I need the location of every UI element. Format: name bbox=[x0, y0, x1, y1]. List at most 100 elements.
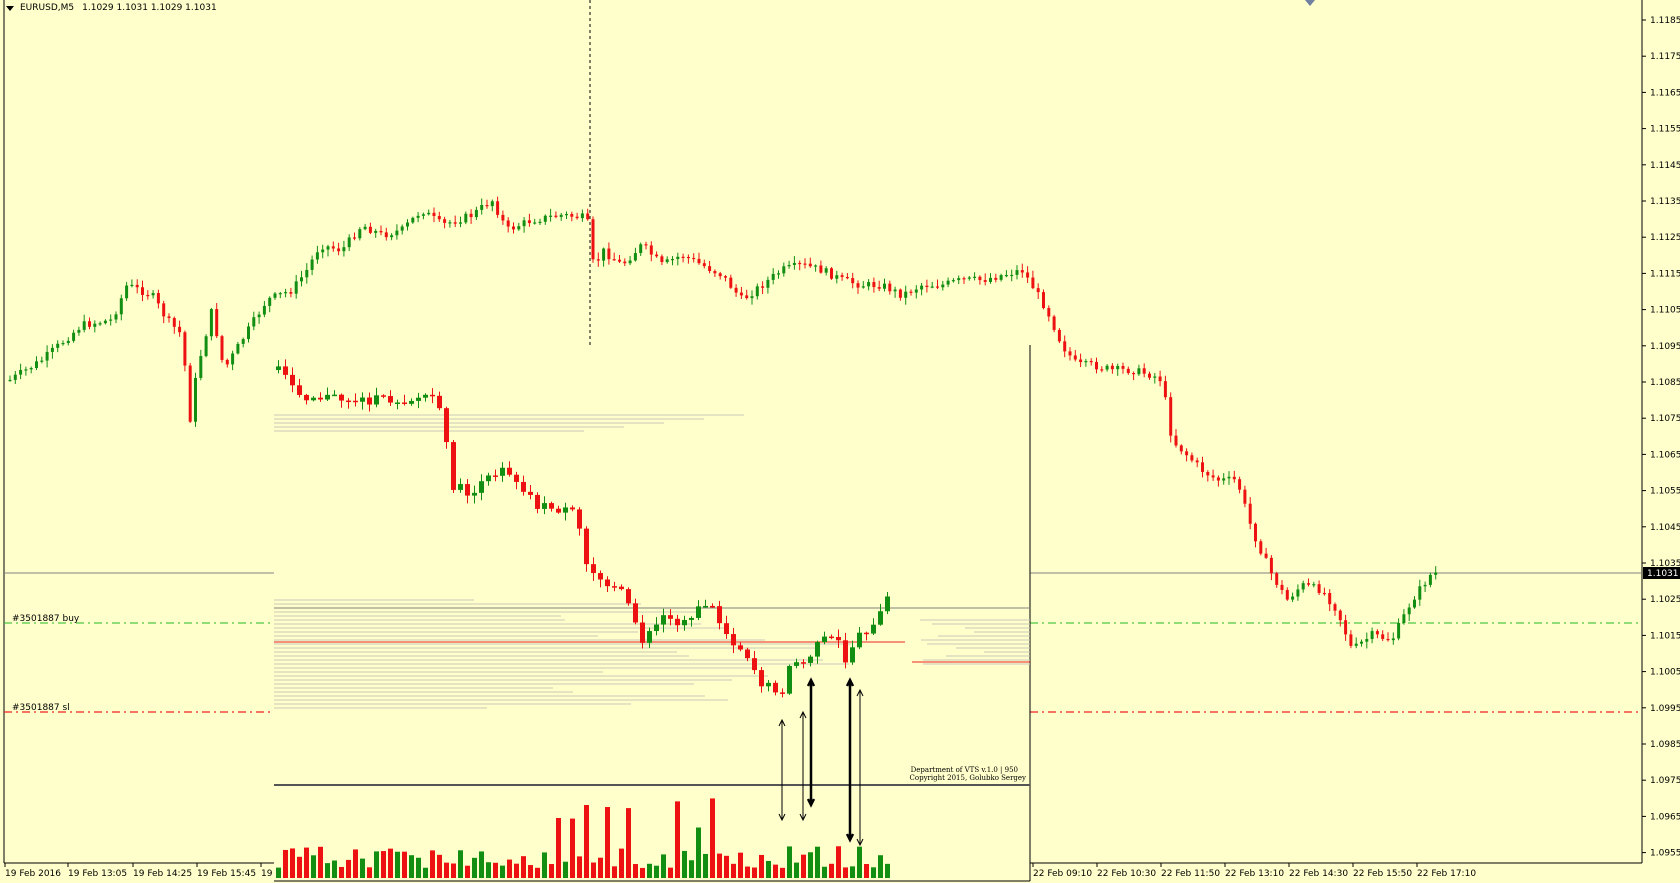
candle-body bbox=[437, 216, 441, 220]
time-tick-label: 19 bbox=[261, 869, 273, 879]
candle-body bbox=[45, 351, 49, 361]
candle-body bbox=[1222, 478, 1226, 481]
volume-bar bbox=[297, 856, 302, 878]
price-axis: 1.1185 1.1175 1.1165 1.1155 1.1145 1.1135 1.11… bbox=[1642, 16, 1680, 859]
inset-candle-body bbox=[472, 492, 477, 496]
candle-body bbox=[485, 204, 489, 207]
volume-profile-bars bbox=[274, 414, 1030, 709]
inset-candle-body bbox=[864, 632, 869, 635]
candle-body bbox=[1105, 365, 1109, 370]
inset-candle-body bbox=[696, 606, 701, 618]
candle-body bbox=[315, 252, 319, 260]
candle-body bbox=[973, 276, 977, 278]
volume-bar bbox=[549, 864, 554, 878]
candle-body bbox=[427, 212, 431, 215]
candle-body bbox=[883, 283, 886, 289]
candle-body bbox=[29, 368, 33, 370]
candle-body bbox=[8, 379, 12, 382]
candle-body bbox=[1153, 376, 1157, 378]
credit-line-2: Copyright 2015, Golubko Sergey bbox=[910, 774, 1027, 782]
inset-candle-body bbox=[850, 647, 855, 663]
inset-candle-body bbox=[843, 640, 848, 663]
candle-body bbox=[496, 201, 500, 215]
arrow-head-down-icon bbox=[778, 813, 786, 822]
chart-title[interactable]: EURUSD,M5 1.1029 1.1031 1.1029 1.1031 bbox=[6, 3, 217, 13]
inset-candle-body bbox=[423, 394, 428, 398]
candle-body bbox=[342, 247, 346, 252]
candle-body bbox=[1148, 373, 1151, 378]
inset-candle-body bbox=[395, 402, 400, 404]
inset-candle-body bbox=[584, 528, 589, 565]
candle-body bbox=[459, 222, 462, 224]
candle-body bbox=[257, 314, 261, 318]
candle-body bbox=[570, 214, 574, 217]
inset-candle-body bbox=[829, 636, 834, 639]
candle-body bbox=[1254, 523, 1257, 542]
candle-body bbox=[1434, 572, 1438, 575]
candle-body bbox=[925, 285, 929, 288]
candle-body bbox=[1360, 641, 1363, 644]
candle-body bbox=[951, 280, 955, 282]
candle-body bbox=[1365, 639, 1369, 642]
volume-bar bbox=[437, 854, 442, 878]
stoploss-label: #3501887 sl bbox=[12, 703, 70, 713]
candle-body bbox=[77, 329, 81, 333]
candle-body bbox=[368, 226, 372, 233]
candle-body bbox=[559, 214, 563, 217]
volume-bar bbox=[815, 846, 820, 878]
candle-body bbox=[93, 323, 97, 327]
inset-candle-body bbox=[542, 503, 547, 509]
inset-candle-body bbox=[297, 385, 302, 395]
candle-body bbox=[702, 263, 706, 267]
inset-candle-body bbox=[731, 634, 736, 646]
candle-body bbox=[252, 317, 256, 327]
current-price-box bbox=[1643, 567, 1680, 579]
candle-body bbox=[156, 293, 160, 304]
volume-bar bbox=[696, 827, 701, 878]
volume-bar bbox=[675, 801, 680, 878]
candle-body bbox=[1211, 475, 1215, 478]
volume-bar bbox=[871, 867, 876, 878]
candle-body bbox=[1010, 274, 1014, 277]
candle-body bbox=[1116, 366, 1120, 370]
candle-body bbox=[580, 213, 584, 219]
candle-body bbox=[1047, 308, 1051, 317]
candle-body bbox=[416, 215, 420, 218]
volume-bar bbox=[780, 867, 785, 878]
candle-body bbox=[231, 353, 235, 365]
candle-body bbox=[1402, 614, 1406, 624]
candle-body bbox=[1026, 272, 1030, 278]
volume-bar bbox=[528, 865, 533, 878]
candle-body bbox=[464, 213, 468, 223]
candle-body bbox=[326, 246, 330, 250]
candle-body bbox=[1137, 368, 1141, 375]
candle-body bbox=[1179, 445, 1183, 452]
volume-bar bbox=[416, 857, 421, 878]
arrow-head-down-icon bbox=[799, 813, 807, 822]
scroll-marker-icon[interactable] bbox=[1305, 0, 1315, 6]
volume-bar bbox=[304, 847, 309, 878]
inset-candle-body bbox=[871, 624, 876, 634]
price-tick-label: 1.1065 bbox=[1650, 450, 1680, 460]
candle-body bbox=[241, 339, 245, 344]
volume-bar bbox=[801, 854, 806, 878]
candle-body bbox=[151, 293, 155, 296]
candle-body bbox=[745, 295, 749, 299]
dropdown-triangle-icon[interactable] bbox=[6, 5, 14, 11]
candle-body bbox=[194, 377, 197, 422]
inset-candle-body bbox=[479, 481, 484, 493]
volume-bar bbox=[346, 859, 351, 878]
candle-body bbox=[628, 260, 632, 264]
candle-body bbox=[1312, 584, 1316, 586]
candle-body bbox=[713, 271, 717, 274]
candle-body bbox=[1238, 479, 1242, 490]
candle-body bbox=[273, 293, 277, 298]
candle-body bbox=[814, 265, 818, 267]
inset-candle-body bbox=[311, 397, 316, 401]
volume-bar bbox=[521, 856, 526, 878]
candlestick-series bbox=[8, 196, 1438, 649]
inset-candle-body bbox=[773, 682, 778, 693]
candle-body bbox=[50, 347, 54, 352]
